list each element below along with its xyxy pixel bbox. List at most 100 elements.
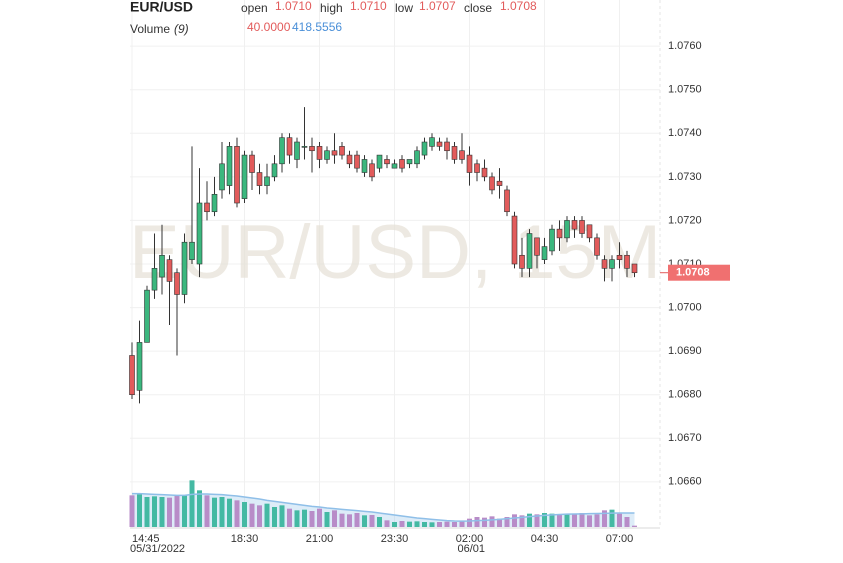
candle-body bbox=[309, 146, 315, 152]
x-tick-label: 23:30 bbox=[381, 533, 409, 545]
candle-body bbox=[271, 163, 278, 178]
volume-bar bbox=[602, 510, 607, 527]
volume-bar bbox=[587, 515, 592, 527]
y-tick-label: 1.0690 bbox=[668, 345, 702, 357]
volume-bar bbox=[399, 521, 405, 527]
volume-bar bbox=[204, 495, 210, 527]
chart-title: EUR/USD bbox=[130, 0, 193, 15]
volume-bar bbox=[527, 513, 532, 527]
volume-bar bbox=[362, 515, 367, 527]
candle-body bbox=[301, 146, 308, 148]
volume-bar bbox=[609, 509, 615, 527]
volume-bar bbox=[497, 518, 502, 527]
volume-legend-label: Volume bbox=[130, 22, 170, 36]
volume-bar bbox=[279, 505, 285, 527]
x-tick-label: 18:30 bbox=[231, 533, 259, 545]
volume-bar bbox=[459, 521, 465, 527]
volume-bar bbox=[137, 494, 142, 527]
candle-body bbox=[429, 137, 435, 147]
volume-bar bbox=[197, 490, 202, 527]
candle-body bbox=[376, 154, 383, 169]
candle-body bbox=[339, 146, 345, 156]
legend-key: high bbox=[320, 1, 343, 15]
volume-bar bbox=[272, 507, 277, 527]
volume-bar bbox=[302, 509, 307, 527]
volume-bar bbox=[422, 522, 427, 527]
volume-bar bbox=[564, 513, 570, 527]
volume-bar bbox=[287, 508, 292, 527]
candle-body bbox=[496, 180, 503, 186]
legend-value: 1.0707 bbox=[419, 0, 456, 13]
y-tick-label: 1.0720 bbox=[668, 214, 702, 226]
volume-bar bbox=[384, 520, 390, 527]
volume-bar bbox=[437, 522, 442, 527]
volume-bar bbox=[534, 514, 540, 527]
axes: 1.06601.06701.06801.06901.07001.07101.07… bbox=[130, 40, 730, 555]
candle-body bbox=[159, 254, 165, 278]
candle-body bbox=[489, 176, 495, 191]
volume-bar bbox=[249, 503, 255, 527]
volume-bar bbox=[309, 511, 315, 527]
candle-body bbox=[129, 355, 135, 395]
volume-bar bbox=[579, 513, 585, 527]
candle-body bbox=[249, 154, 255, 173]
x-tick-label: 07:00 bbox=[606, 533, 634, 545]
volume-bar bbox=[512, 514, 517, 527]
legend-key: close bbox=[464, 1, 492, 15]
candle-body bbox=[436, 141, 443, 147]
volume-ma-line bbox=[132, 492, 635, 522]
candle-body bbox=[331, 150, 338, 156]
volume-legend-ma: 418.5556 bbox=[292, 20, 342, 34]
volume-bar bbox=[407, 521, 412, 527]
candle-body bbox=[226, 146, 233, 186]
candle-body bbox=[609, 259, 615, 269]
volume-legend-value: 40.0000 bbox=[247, 20, 291, 34]
volume-bar bbox=[519, 515, 525, 527]
candle-body bbox=[414, 150, 420, 165]
candle-body bbox=[174, 272, 180, 295]
legend-key: open bbox=[241, 1, 268, 15]
legend-value: 1.0708 bbox=[500, 0, 537, 13]
candle-body bbox=[466, 154, 473, 173]
x-date-label: 06/01 bbox=[458, 543, 486, 555]
volume-bar bbox=[617, 513, 622, 527]
volume-bar bbox=[482, 517, 487, 527]
y-tick-label: 1.0670 bbox=[668, 432, 702, 444]
candle-body bbox=[286, 137, 293, 156]
legend-key: low bbox=[395, 1, 413, 15]
volume-bar bbox=[219, 497, 225, 527]
candle-body bbox=[504, 189, 510, 213]
volume-bar bbox=[294, 510, 300, 527]
candle-body bbox=[316, 146, 323, 160]
candle-body bbox=[556, 228, 563, 239]
volume-bar bbox=[467, 518, 472, 527]
candle-body bbox=[616, 254, 623, 260]
volume-legend-period: (9) bbox=[174, 22, 189, 36]
volume-bar bbox=[572, 514, 577, 527]
volume-bar bbox=[339, 513, 345, 527]
candle-body bbox=[586, 224, 593, 239]
last-price-label: 1.0708 bbox=[676, 267, 710, 279]
legend-value: 1.0710 bbox=[275, 0, 312, 13]
candle-body bbox=[579, 220, 585, 234]
volume-bar bbox=[452, 522, 457, 527]
candle-body bbox=[541, 246, 548, 260]
candle-body bbox=[181, 241, 188, 295]
candle-body bbox=[406, 159, 413, 165]
legend: open 1.0710 high 1.0710 low 1.0707 close 1.0708… bbox=[130, 0, 537, 36]
volume-bar bbox=[504, 517, 510, 527]
candle-body bbox=[526, 233, 533, 269]
volume-bar bbox=[227, 498, 232, 527]
y-tick-label: 1.0660 bbox=[668, 476, 702, 488]
volume-bar bbox=[152, 496, 157, 527]
candle-body bbox=[481, 167, 488, 178]
candle-body bbox=[279, 137, 285, 165]
volume-bar bbox=[189, 480, 195, 527]
candle-body bbox=[234, 146, 240, 204]
candle-body bbox=[136, 342, 143, 391]
volume-bar bbox=[557, 514, 562, 527]
volume-bar bbox=[234, 500, 240, 527]
candle-body bbox=[549, 228, 555, 252]
candle-body bbox=[256, 172, 263, 186]
